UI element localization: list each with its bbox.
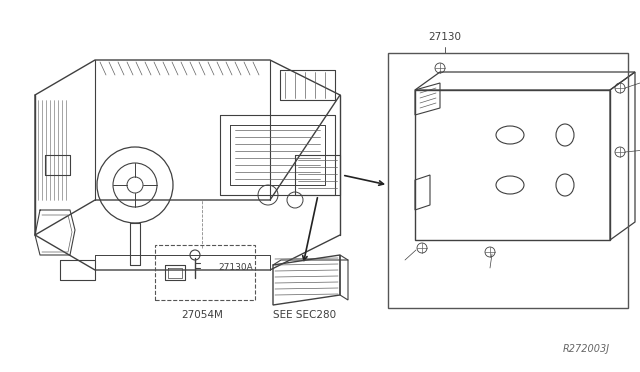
Bar xyxy=(155,245,255,300)
Text: 27130A: 27130A xyxy=(218,263,253,273)
Text: 27130: 27130 xyxy=(429,32,461,42)
Text: R272003J: R272003J xyxy=(563,344,610,354)
Text: SEE SEC280: SEE SEC280 xyxy=(273,310,337,320)
Text: 27054M: 27054M xyxy=(181,310,223,320)
Bar xyxy=(388,53,628,308)
